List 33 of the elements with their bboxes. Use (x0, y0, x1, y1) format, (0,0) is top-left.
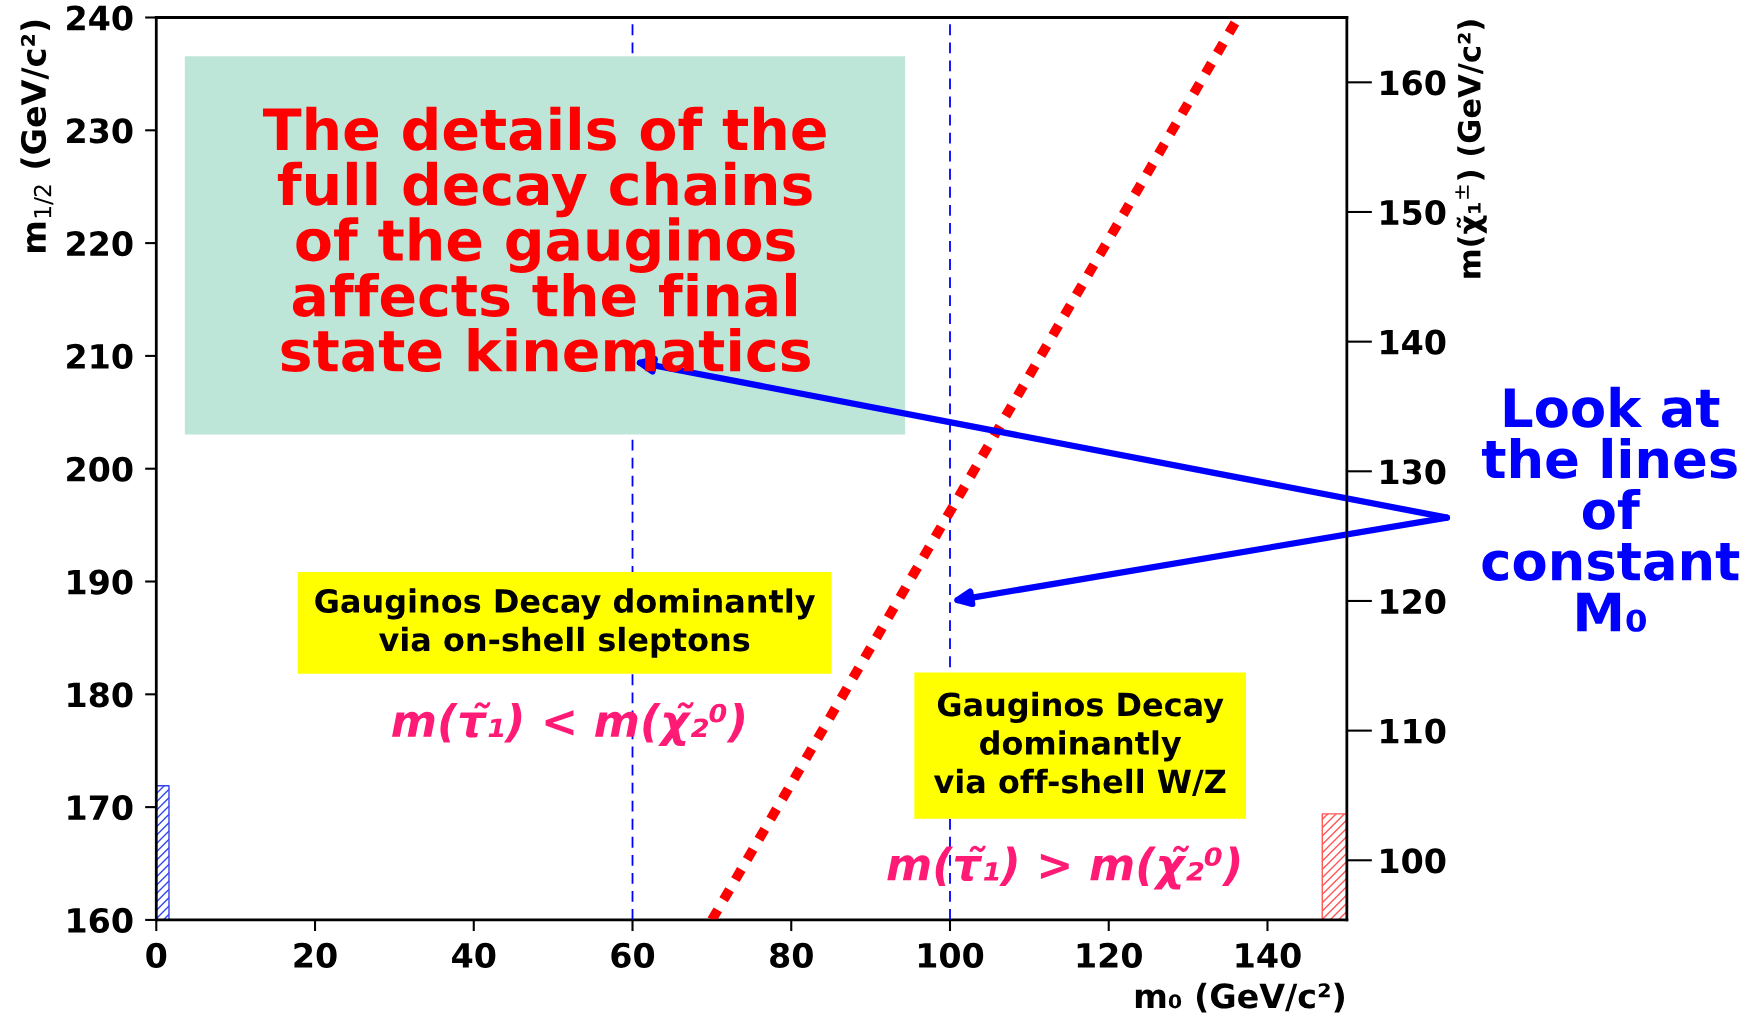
y-tick-label: 210 (67, 343, 133, 370)
y-tick-label: 170 (68, 795, 133, 821)
y2-tick-label: 120 (1381, 588, 1446, 615)
y-tick-label: 230 (67, 118, 133, 144)
x-tick-label: 20 (294, 942, 337, 968)
y-tick-label: 240 (67, 5, 133, 31)
text: Look at the lines of constant M₀ (1481, 386, 1740, 632)
y-tick-label: 180 (68, 682, 133, 708)
y-tick-label: 220 (67, 231, 133, 257)
x-tick-label: 140 (1236, 942, 1301, 968)
y-tick-label: 190 (68, 569, 133, 595)
y-tick-label: 200 (67, 456, 133, 482)
annotation: The details of the full decay chains of the gauginos affects the final state kinematics (263, 106, 826, 373)
y2-axis-title: m(χ̃₁$^{±}$) (GeV/c²) (1455, 20, 1487, 278)
annotation: m(τ̃₁) < m(χ̃₂⁰) (392, 702, 745, 746)
annotation: Gauginos Decay dominantly via on-shell sleptons (315, 588, 816, 658)
y2-tick-label: 110 (1381, 718, 1446, 744)
annotation: Gauginos Decay dominantly via off-shell W/Z (933, 691, 1226, 796)
x-tick-label: 120 (1077, 942, 1142, 968)
y-tick-label: 160 (68, 907, 133, 934)
x-tick-label: 80 (770, 942, 813, 968)
y-axis-title: m$_{1/2}$ (GeV/c²) (20, 20, 54, 253)
x-axis-title: m₀ (GeV/c²) (1135, 982, 1344, 1013)
x-tick-label: 40 (452, 942, 496, 968)
annotation: m(τ̃₁) > m(χ̃₂⁰) (887, 845, 1240, 890)
y2-tick-label: 140 (1381, 329, 1446, 355)
y2-tick-label: 130 (1381, 459, 1446, 485)
y2-tick-label: 100 (1381, 848, 1446, 874)
x-tick-label: 100 (918, 942, 984, 968)
x-tick-label: 0 (146, 942, 167, 968)
x-tick-label: 60 (611, 942, 655, 968)
y2-tick-label: 150 (1381, 199, 1446, 226)
y2-tick-label: 160 (1381, 70, 1446, 96)
